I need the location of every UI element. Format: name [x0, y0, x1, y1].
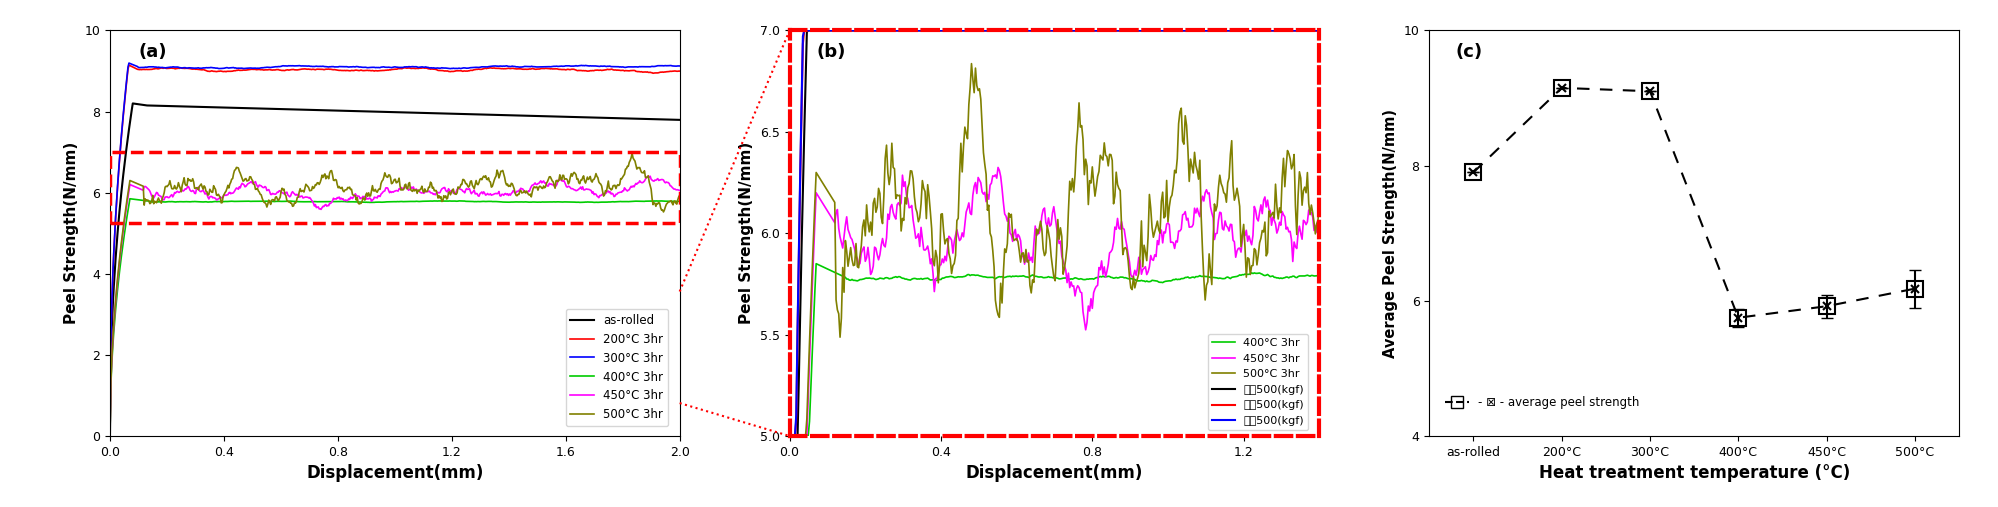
Bar [110, 152, 679, 223]
Y-axis label: Peel Strength(N/mm): Peel Strength(N/mm) [739, 142, 753, 324]
Legend: - ⊠ - average peel strength: - ⊠ - average peel strength [1441, 391, 1644, 414]
Legend: 400°C 3hr, 450°C 3hr, 500°C 3hr, 하중500(kgf), 하중500(kgf), 하중500(kgf): 400°C 3hr, 450°C 3hr, 500°C 3hr, 하중500(k… [1207, 334, 1309, 430]
Y-axis label: Average Peel Strength(N/mm): Average Peel Strength(N/mm) [1383, 108, 1397, 358]
X-axis label: Displacement(mm): Displacement(mm) [965, 464, 1143, 482]
X-axis label: Heat treatment temperature (°C): Heat treatment temperature (°C) [1538, 464, 1848, 482]
X-axis label: Displacement(mm): Displacement(mm) [306, 464, 484, 482]
Text: (a): (a) [138, 43, 168, 61]
Legend: as-rolled, 200°C 3hr, 300°C 3hr, 400°C 3hr, 450°C 3hr, 500°C 3hr: as-rolled, 200°C 3hr, 300°C 3hr, 400°C 3… [565, 309, 667, 426]
Text: (c): (c) [1455, 43, 1483, 61]
Text: (b): (b) [815, 43, 845, 61]
Y-axis label: Peel Strength(N/mm): Peel Strength(N/mm) [64, 142, 78, 324]
